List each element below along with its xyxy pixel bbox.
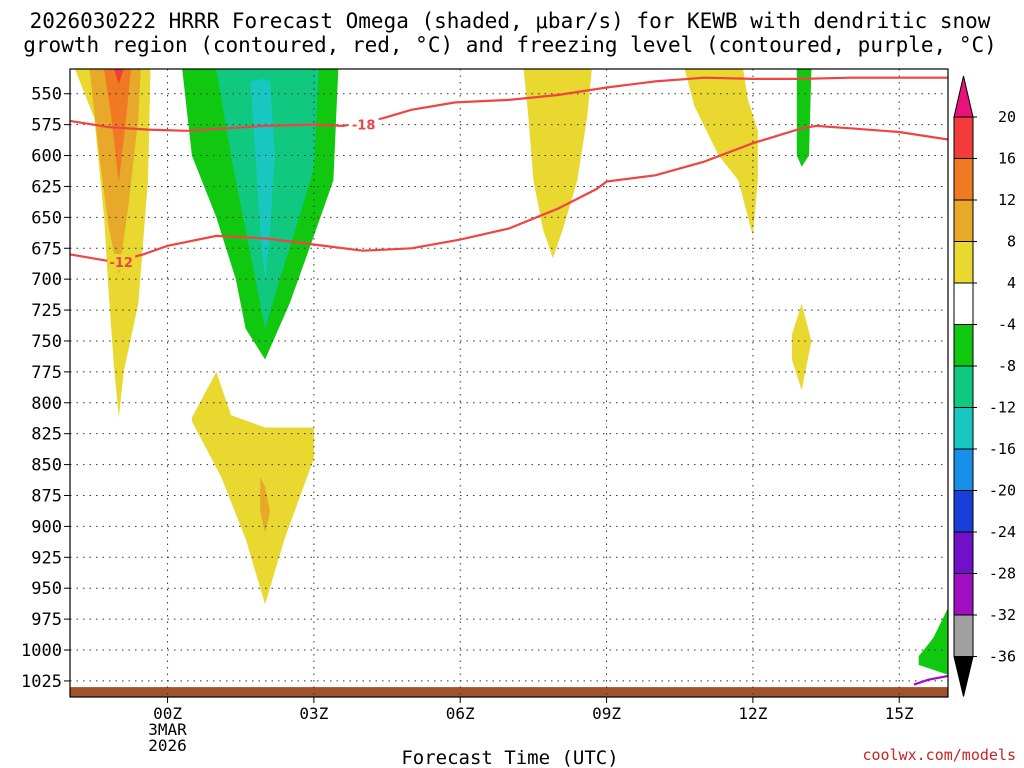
grid-lines bbox=[70, 69, 948, 697]
colorbar-label: -32 bbox=[989, 606, 1016, 624]
chart-title-line-1: 2026030222 HRRR Forecast Omega (shaded, … bbox=[30, 9, 991, 33]
omega-region-13 bbox=[918, 608, 948, 675]
colorbar-band bbox=[953, 158, 974, 201]
colorbar-band bbox=[953, 116, 974, 159]
colorbar-label: -36 bbox=[989, 648, 1016, 666]
x-tick-year: 2026 bbox=[148, 736, 187, 755]
omega-region-3 bbox=[113, 69, 124, 84]
credit-link[interactable]: coolwx.com/models bbox=[862, 746, 1016, 764]
colorbar-label: 8 bbox=[1007, 233, 1016, 251]
colorbar-label: -24 bbox=[989, 523, 1016, 541]
colorbar-label: -4 bbox=[998, 316, 1016, 334]
y-tick-label: 750 bbox=[31, 332, 62, 352]
contour-label-bg bbox=[348, 116, 379, 133]
omega-region-7 bbox=[191, 371, 314, 605]
y-tick-label: 875 bbox=[31, 486, 62, 506]
contour-labels: -18 -12 bbox=[107, 116, 379, 271]
colorbar-label: 12 bbox=[998, 191, 1016, 209]
y-tick-label: 925 bbox=[31, 548, 62, 568]
omega-shading bbox=[70, 69, 948, 697]
y-tick-label: 1025 bbox=[21, 672, 62, 692]
chart-title-line-2: growth region (contoured, red, °C) and f… bbox=[23, 33, 997, 57]
colorbar-band bbox=[953, 614, 974, 657]
omega-region-8 bbox=[260, 477, 270, 533]
y-tick-label: 850 bbox=[31, 456, 62, 476]
y-tick-label: 725 bbox=[31, 301, 62, 321]
omega-region-11 bbox=[796, 69, 812, 167]
y-tick-label: 625 bbox=[31, 177, 62, 197]
y-tick-label: 800 bbox=[31, 394, 62, 414]
omega-region-6 bbox=[250, 78, 275, 280]
y-tick-label: 700 bbox=[31, 270, 62, 290]
colorbar-band bbox=[953, 324, 974, 367]
y-tick-label: 975 bbox=[31, 610, 62, 630]
x-tick-label: 15Z bbox=[885, 704, 914, 723]
omega-region-1 bbox=[89, 69, 141, 275]
colorbar-label: -16 bbox=[989, 440, 1016, 458]
colorbar-band bbox=[953, 365, 974, 408]
plot-frame bbox=[69, 68, 949, 698]
omega-region-2 bbox=[104, 69, 131, 183]
colorbar-band bbox=[953, 490, 974, 533]
contours bbox=[70, 76, 948, 686]
colorbar-band bbox=[953, 199, 974, 242]
colorbar-bottom-triangle bbox=[953, 656, 974, 697]
x-tick-label: 09Z bbox=[592, 704, 621, 723]
colorbar: 20 16 12 8 4 -4 -8 -12 -16 -20 -24 -28 -32 -36 bbox=[953, 75, 1016, 697]
colorbar-label: -20 bbox=[989, 482, 1016, 500]
y-tick-label: 900 bbox=[31, 517, 62, 537]
colorbar-top-triangle bbox=[953, 75, 974, 118]
colorbar-label: 4 bbox=[1007, 274, 1016, 292]
y-tick-label: 600 bbox=[31, 147, 62, 167]
colorbar-label: 16 bbox=[998, 150, 1016, 168]
contour-dgz_minus18 bbox=[70, 76, 948, 132]
colorbar-label: -8 bbox=[998, 357, 1016, 375]
x-tick-label: 12Z bbox=[738, 704, 767, 723]
x-tick-label: 00Z bbox=[153, 704, 182, 723]
x-tick-date: 3MAR bbox=[148, 720, 187, 739]
y-tick-label: 675 bbox=[31, 239, 62, 259]
y-tick-label: 550 bbox=[31, 85, 62, 105]
contour-freezing_level bbox=[913, 674, 948, 686]
y-tick-label: 1000 bbox=[21, 641, 62, 661]
colorbar-label: 20 bbox=[998, 108, 1016, 126]
y-axis-ticks: 550 575 600 625 650 675 700 725 750 775 800 825 850 8… bbox=[21, 85, 70, 692]
y-tick-label: 775 bbox=[31, 363, 62, 383]
omega-region-12 bbox=[791, 303, 812, 391]
y-tick-label: 575 bbox=[31, 116, 62, 136]
contour-label-minus12: -12 bbox=[109, 256, 133, 271]
y-tick-label: 825 bbox=[31, 425, 62, 445]
colorbar-band bbox=[953, 282, 974, 325]
colorbar-band bbox=[953, 573, 974, 616]
y-tick-label: 950 bbox=[31, 579, 62, 599]
omega-region-10 bbox=[684, 69, 758, 236]
colorbar-band bbox=[953, 241, 974, 284]
contour-dgz_minus12 bbox=[70, 124, 948, 264]
colorbar-band bbox=[953, 531, 974, 574]
y-tick-label: 650 bbox=[31, 208, 62, 228]
omega-region-9 bbox=[523, 69, 592, 259]
x-tick-label: 06Z bbox=[446, 704, 475, 723]
colorbar-label: -28 bbox=[989, 565, 1016, 583]
x-tick-label: 03Z bbox=[299, 704, 328, 723]
colorbar-label: -12 bbox=[989, 399, 1016, 417]
contour-label-bg bbox=[107, 253, 136, 270]
colorbar-band bbox=[953, 448, 974, 491]
contour-label-minus18: -18 bbox=[352, 119, 376, 134]
x-axis-label: Forecast Time (UTC) bbox=[401, 747, 618, 768]
colorbar-band bbox=[953, 407, 974, 450]
surface-band bbox=[70, 687, 948, 697]
